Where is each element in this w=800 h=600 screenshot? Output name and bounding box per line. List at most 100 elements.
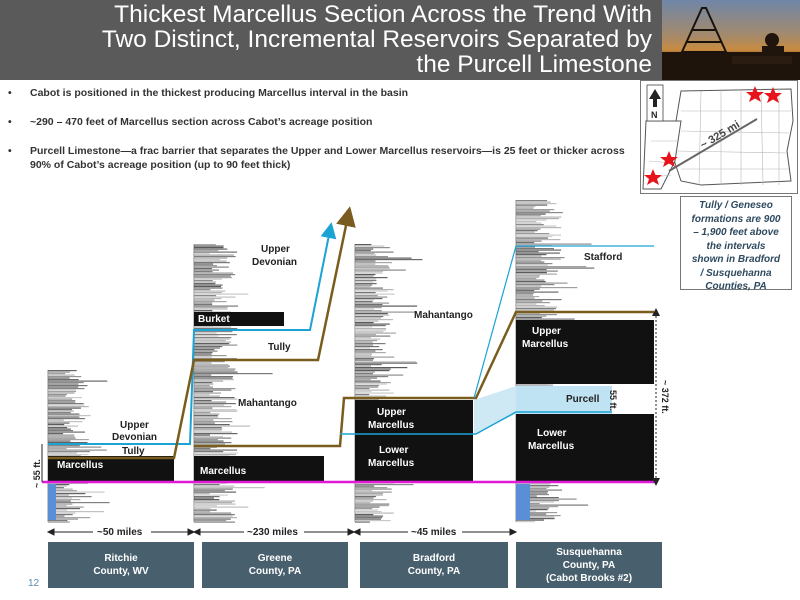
well-log-trace [516,305,545,307]
well-log-trace [194,287,223,289]
well-log-trace [516,297,535,299]
well-log-trace [48,413,80,415]
well-log-trace [516,230,538,232]
well-log-trace [355,290,388,292]
well-log-trace [516,240,542,242]
well2-burket-label: Burket [198,314,230,325]
well-log-trace [516,233,550,235]
well-log-trace [194,509,217,511]
well-log-trace [48,512,76,514]
well-log-trace [194,358,237,360]
well-log-trace [516,506,559,508]
well-log-trace [516,488,547,490]
well-log-trace [355,349,383,351]
county-label-bradford: Bradford County, PA [360,542,508,588]
well-log-trace [355,310,382,312]
well-log-trace [194,298,222,300]
well-log-trace [194,260,227,262]
north-label: N [651,110,658,120]
well-log-trace [194,391,214,393]
stafford-line [473,245,654,399]
well-log-trace [516,236,553,238]
well-log-trace [355,361,416,363]
well-log-trace [48,406,89,408]
well-log-trace [194,499,220,501]
well-log-trace [48,418,86,420]
well-log-trace [355,362,418,364]
well-log-trace [48,508,80,510]
well-log-trace [355,352,386,354]
well-log-trace [516,486,550,488]
well-log-trace [194,365,230,367]
well-log-trace [194,263,214,265]
well-log-trace [516,267,595,269]
well-log-trace [194,350,218,352]
tully-geneseo-note: Tully / Geneseo formations are 900 – 1,9… [680,196,792,292]
well-log-trace [355,248,374,250]
well-log-trace [355,274,376,276]
well-log-trace [355,497,374,499]
well-log-trace [355,263,376,265]
well-log-trace [48,503,73,505]
well-log-trace [355,517,383,519]
well-log-trace [516,315,547,317]
well-log-trace [48,388,85,390]
well-log-trace [194,292,222,294]
well-log-trace [355,313,388,315]
well-log-trace [355,521,370,523]
title-line-1: Thickest Marcellus Section Across the Tr… [114,1,652,28]
well-log-trace [48,380,108,382]
well-log-trace [48,386,79,388]
well-log-trace [48,394,67,396]
well-log-trace [194,448,211,450]
well-log-trace [516,485,559,487]
well-log-trace [355,380,381,382]
well-log-trace [355,269,406,271]
well-log-trace [516,269,547,271]
purcell-line [340,411,612,435]
well-log-trace [355,488,392,490]
well-log-trace [194,379,234,381]
well-log-trace [194,275,231,277]
well-log-trace [194,371,238,373]
well-log-trace [194,340,226,342]
well-log-trace [355,319,393,321]
well-log-trace [516,306,558,308]
well-log-trace [194,454,236,456]
bullet-dot: • [8,87,12,99]
well-log-trace [48,446,102,448]
well-log-trace [194,299,215,301]
well-log-trace [194,310,213,312]
well-log-trace [355,311,415,313]
well-log-trace [48,439,89,441]
well-log-trace [194,272,233,274]
well-log-trace [355,515,384,517]
well-log-trace [48,505,67,507]
upper-marcellus-line [194,310,654,448]
well-log-trace [48,496,92,498]
county-name: Bradford [412,553,456,564]
well4-upper-marcellus-band [516,320,654,384]
well-log-trace [194,485,235,487]
well-log-trace [355,395,387,397]
well-log-trace [516,384,554,386]
well-log-trace [355,257,412,259]
well-log-trace [355,358,374,360]
well-log-trace [355,337,371,339]
well-log-trace [194,244,216,246]
well-log-trace [516,500,559,502]
well-log-trace [516,264,548,266]
title-banner: Thickest Marcellus Section Across the Tr… [0,0,662,80]
well-log-trace [355,379,371,381]
well-log-trace [516,281,546,283]
well-log-trace [194,511,211,513]
well-log-trace [355,314,390,316]
well-log-trace [355,383,387,385]
well-log-trace [194,256,236,258]
well-log-trace [48,398,73,400]
well-log-trace [355,265,389,267]
well-log-trace [194,506,249,508]
well-log-trace [355,389,390,391]
well-log-trace [355,253,375,255]
well-log-trace [355,332,397,334]
